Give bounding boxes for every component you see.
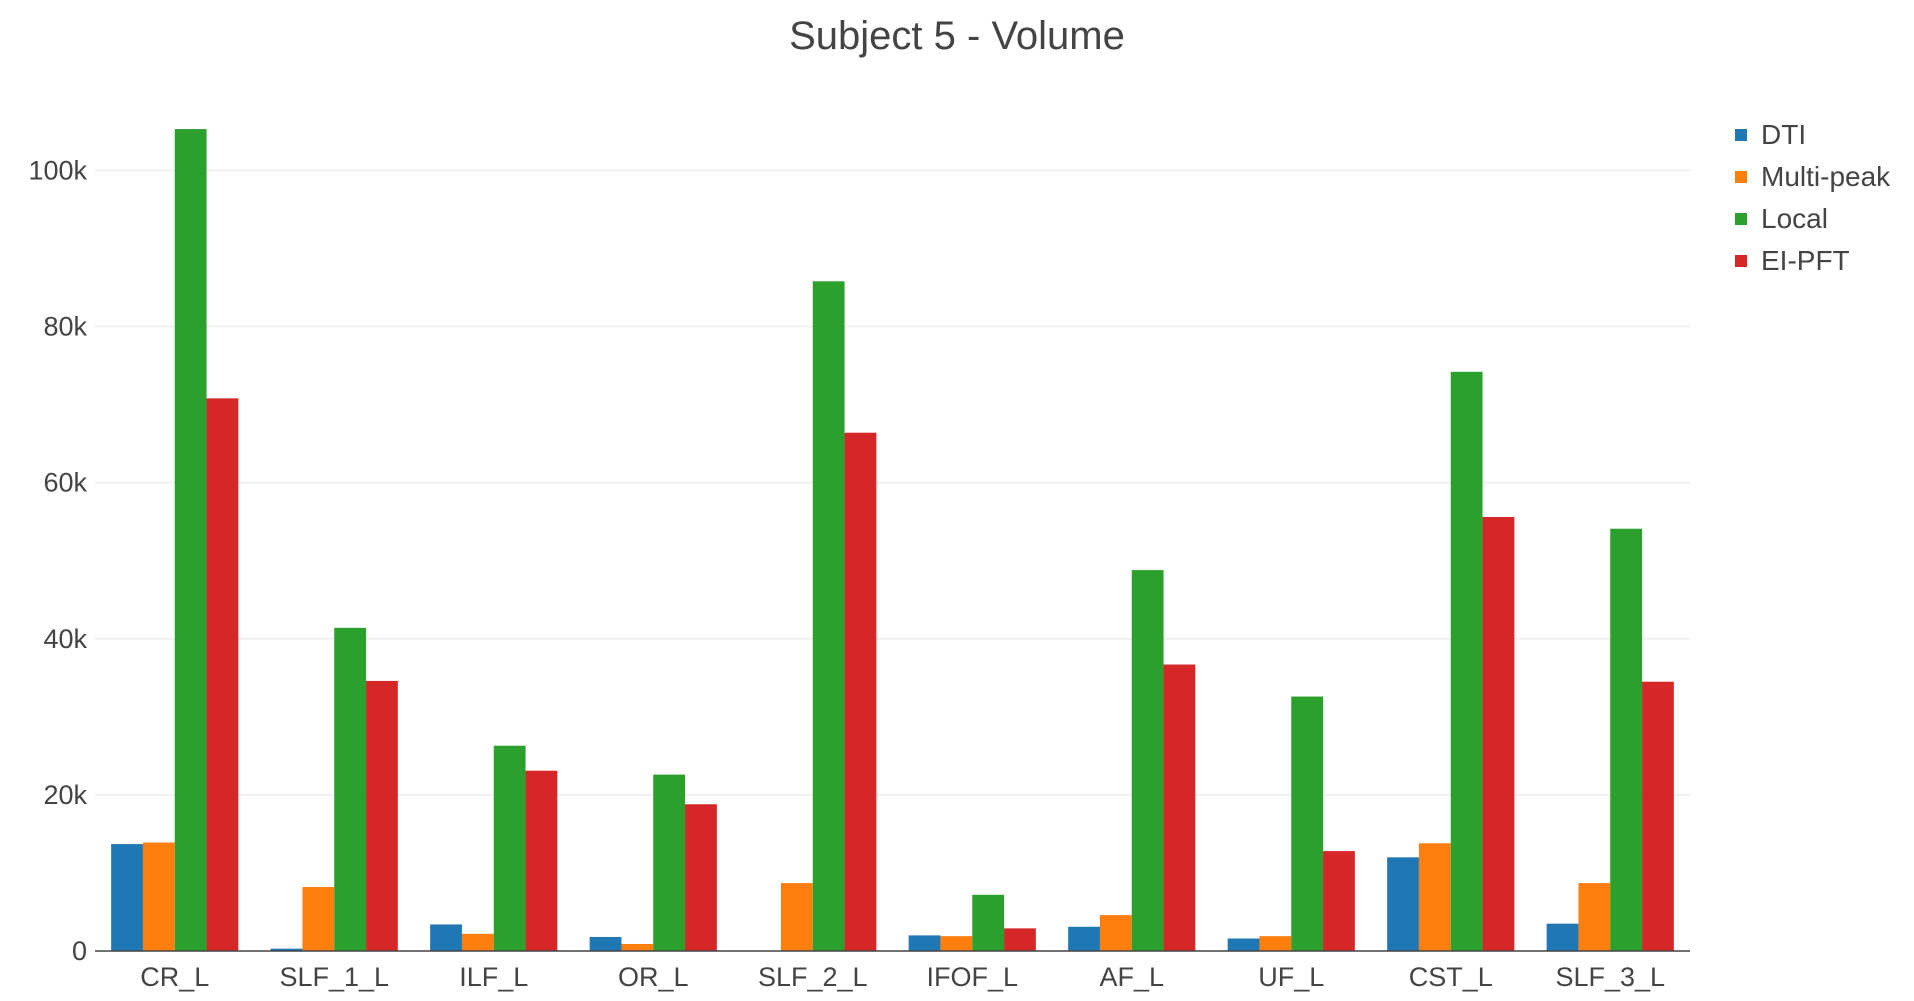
- legend-item[interactable]: EI-PFT: [1731, 240, 1890, 282]
- bar-dti-or_l: [589, 936, 622, 951]
- bar-local-uf_l: [1291, 696, 1324, 951]
- bar-local-slf_1_l: [334, 627, 367, 951]
- y-tick-label: 60k: [43, 468, 87, 498]
- x-tick-label: SLF_3_L: [1555, 962, 1665, 992]
- x-tick-label: CST_L: [1409, 962, 1493, 992]
- bar-local-or_l: [653, 774, 686, 951]
- bar-dti-af_l: [1068, 926, 1100, 951]
- bar-ei-pft-or_l: [685, 804, 717, 951]
- bar-local-ifof_l: [972, 894, 1005, 951]
- legend-swatch: [1735, 129, 1747, 141]
- y-tick-label: 0: [72, 936, 87, 966]
- bar-dti-ilf_l: [430, 924, 462, 951]
- bar-dti-slf_1_l: [270, 948, 303, 951]
- bar-dti-slf_3_l: [1546, 923, 1579, 951]
- y-tick-label: 40k: [43, 624, 87, 654]
- y-tick-label: 100k: [28, 155, 87, 185]
- bar-multi-peak-slf_2_l: [780, 883, 813, 951]
- bar-dti-cst_l: [1387, 857, 1419, 951]
- bar-ei-pft-ilf_l: [525, 770, 558, 951]
- bar-ei-pft-slf_3_l: [1642, 681, 1674, 951]
- bar-local-slf_2_l: [812, 281, 845, 951]
- bar-local-cst_l: [1450, 371, 1483, 952]
- bar-dti-ifof_l: [908, 935, 941, 951]
- x-tick-label: AF_L: [1099, 962, 1164, 992]
- bar-dti-uf_l: [1227, 938, 1260, 951]
- bar-multi-peak-slf_1_l: [302, 886, 335, 951]
- x-tick-label: ILF_L: [459, 962, 528, 992]
- bar-dti-cr_l: [111, 844, 143, 951]
- bar-multi-peak-ilf_l: [461, 933, 494, 951]
- legend-item[interactable]: Multi-peak: [1731, 156, 1890, 198]
- bar-multi-peak-ifof_l: [940, 936, 973, 951]
- legend-label: Multi-peak: [1761, 161, 1891, 192]
- legend-item[interactable]: DTI: [1731, 114, 1890, 156]
- bar-local-cr_l: [174, 129, 207, 951]
- bar-ei-pft-slf_2_l: [844, 432, 877, 951]
- x-tick-label: SLF_2_L: [758, 962, 868, 992]
- bar-ei-pft-uf_l: [1323, 851, 1355, 951]
- legend-swatch: [1735, 171, 1747, 183]
- x-tick-label: SLF_1_L: [279, 962, 389, 992]
- legend-swatch: [1735, 255, 1747, 267]
- legend-label: EI-PFT: [1761, 245, 1850, 276]
- y-tick-label: 20k: [43, 780, 87, 810]
- bar-ei-pft-af_l: [1163, 664, 1196, 951]
- x-tick-label: UF_L: [1258, 962, 1324, 992]
- x-tick-label: OR_L: [618, 962, 689, 992]
- bar-multi-peak-or_l: [621, 943, 654, 951]
- bar-ei-pft-slf_1_l: [366, 680, 398, 951]
- bar-multi-peak-slf_3_l: [1578, 883, 1611, 951]
- x-tick-label: CR_L: [140, 962, 209, 992]
- bar-local-ilf_l: [493, 745, 526, 951]
- legend: DTI Multi-peak Local EI-PFT: [1731, 114, 1890, 282]
- bar-ei-pft-cst_l: [1482, 517, 1515, 951]
- legend-label: Local: [1761, 203, 1828, 234]
- legend-label: DTI: [1761, 119, 1807, 150]
- bar-local-slf_3_l: [1610, 528, 1643, 951]
- legend-swatch: [1735, 213, 1747, 225]
- bar-ei-pft-ifof_l: [1004, 928, 1036, 951]
- bar-local-af_l: [1131, 570, 1164, 951]
- bar-ei-pft-cr_l: [206, 398, 239, 951]
- bar-multi-peak-uf_l: [1259, 936, 1292, 951]
- bar-multi-peak-cst_l: [1418, 843, 1451, 951]
- legend-item[interactable]: Local: [1731, 198, 1890, 240]
- bar-multi-peak-cr_l: [142, 842, 175, 951]
- bar-multi-peak-af_l: [1099, 915, 1132, 951]
- x-tick-label: IFOF_L: [926, 962, 1018, 992]
- chart-title: Subject 5 - Volume: [789, 14, 1125, 58]
- y-tick-label: 80k: [43, 312, 87, 342]
